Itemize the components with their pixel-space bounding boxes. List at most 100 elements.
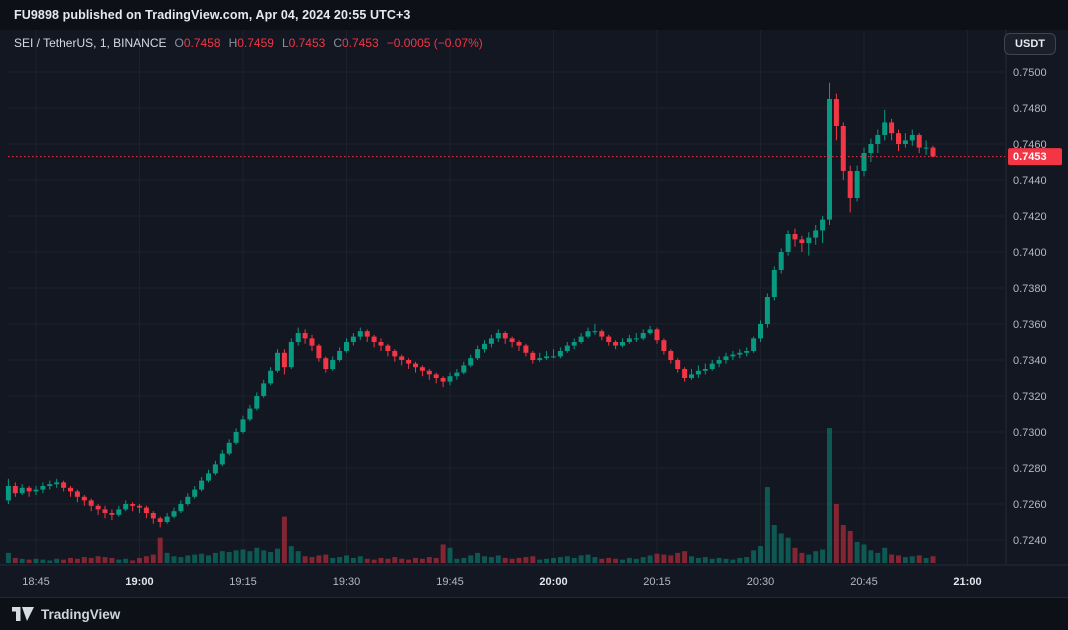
candle-body <box>909 135 915 141</box>
candle-body <box>357 331 363 337</box>
candle-body <box>778 252 784 270</box>
price-tick-label: 0.7240 <box>1013 535 1047 547</box>
volume-bar <box>882 547 888 563</box>
candle-body <box>109 513 115 515</box>
candle-body <box>626 338 632 342</box>
volume-bar <box>702 557 708 563</box>
price-axis[interactable]: 0.7500 0.7480 0.7460 0.7440 0.7420 0.7400 0.73… <box>1013 67 1047 547</box>
candle-body <box>537 358 543 360</box>
volume-bar <box>654 553 660 563</box>
candle-body <box>564 345 570 351</box>
volume-bar <box>88 557 94 563</box>
candle-body <box>116 509 122 515</box>
candle-body <box>371 336 377 342</box>
volume-bar <box>620 559 625 563</box>
candle-body <box>889 122 895 134</box>
candle-body <box>337 351 343 360</box>
volume-bar <box>295 551 301 563</box>
time-axis[interactable]: 18:45 19:00 19:15 19:30 19:45 20:00 20:15 20:30… <box>22 576 981 588</box>
candle-body <box>19 487 25 494</box>
volume-bar <box>302 556 308 563</box>
volume-bar <box>613 558 619 563</box>
candle-body <box>88 500 94 506</box>
publish-info-text: FU9898 published on TradingView.com, Apr… <box>14 8 411 22</box>
candle-body <box>54 482 60 485</box>
volume-bar <box>751 550 757 563</box>
volume-bar <box>827 428 832 563</box>
candle-body <box>199 480 205 490</box>
tradingview-link[interactable]: TradingView <box>12 607 120 622</box>
candle-body <box>385 345 391 351</box>
low-value: 0.7453 <box>288 36 326 50</box>
symbol-legend: SEI / TetherUS, 1, BINANCE O 0.7458 H 0.… <box>14 36 483 50</box>
open-label: O <box>174 36 184 50</box>
volume-bar <box>102 557 108 563</box>
candle-body <box>254 396 260 409</box>
price-tick-label: 0.7460 <box>1013 139 1047 151</box>
volume-bar <box>723 558 729 563</box>
volume-bar <box>419 558 425 563</box>
time-tick-label: 20:15 <box>643 576 671 588</box>
candle-body <box>288 342 294 368</box>
candle-body <box>12 486 18 494</box>
candle-body <box>806 237 812 243</box>
price-tick-label: 0.7440 <box>1013 175 1047 187</box>
candle-body <box>820 219 826 231</box>
volume-bar <box>406 559 412 563</box>
candle-body <box>847 171 853 198</box>
candle-body <box>323 358 329 369</box>
volume-bar <box>682 551 688 563</box>
low-label: L <box>281 36 289 50</box>
volume-bar <box>764 487 770 563</box>
volume-bar <box>12 557 18 563</box>
currency-toggle-button[interactable]: USDT <box>1004 33 1056 55</box>
candle-body <box>47 484 53 486</box>
volume-bar <box>592 557 598 563</box>
volume-bar <box>268 552 274 563</box>
volume-bar <box>219 551 225 563</box>
candle-body <box>302 333 308 339</box>
candle-body <box>723 356 729 360</box>
candle-body <box>785 234 791 252</box>
volume-bar <box>716 557 722 563</box>
volume-bar <box>578 555 584 563</box>
time-tick-label: 20:30 <box>747 576 775 588</box>
volume-bar <box>178 557 184 563</box>
candle-body <box>751 338 757 351</box>
volume-bar <box>461 557 467 563</box>
candle-body <box>930 147 936 157</box>
volume-bars <box>5 428 936 563</box>
volume-bar <box>233 550 239 563</box>
volume-bar <box>330 557 336 563</box>
candle-body <box>592 331 598 333</box>
volume-bar <box>74 558 80 563</box>
volume-bar <box>854 541 860 563</box>
candle-body <box>896 133 901 144</box>
volume-bar <box>599 558 605 563</box>
candle-body <box>827 99 832 220</box>
open-value: 0.7458 <box>183 36 221 50</box>
volume-bar <box>889 554 895 563</box>
volume-bar <box>350 557 356 563</box>
volume-bar <box>337 557 343 563</box>
volume-bar <box>695 557 701 563</box>
price-tick-label: 0.7500 <box>1013 67 1047 79</box>
volume-bar <box>26 559 32 563</box>
candle-body <box>764 297 770 324</box>
volume-bar <box>916 555 922 563</box>
volume-bar <box>516 557 522 563</box>
candle-body <box>392 351 398 357</box>
volume-bar <box>709 558 715 563</box>
volume-bar <box>19 558 25 563</box>
volume-bar <box>281 516 287 563</box>
candle-body <box>185 496 191 504</box>
volume-bar <box>868 550 874 563</box>
last-price-marker: 0.7453 <box>8 148 1062 166</box>
volume-bar <box>206 555 211 563</box>
price-tick-label: 0.7420 <box>1013 211 1047 223</box>
candle-body <box>647 329 653 333</box>
candle-body <box>419 367 425 371</box>
candle-body <box>164 516 170 522</box>
candle-body <box>261 383 267 396</box>
